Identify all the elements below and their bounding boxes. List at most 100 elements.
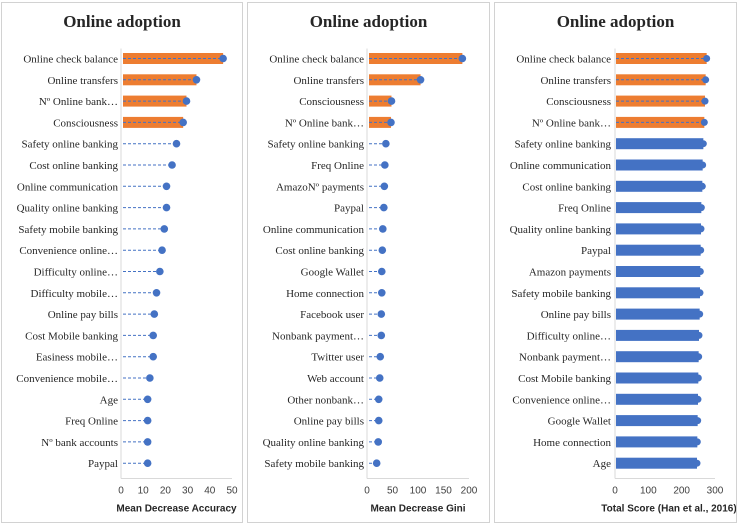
x-tick-label: 40 bbox=[204, 486, 216, 497]
category-label: Safety online banking bbox=[514, 139, 611, 151]
data-point bbox=[382, 139, 390, 148]
category-label: Home connection bbox=[533, 437, 611, 449]
category-label: Difficulty mobile… bbox=[31, 288, 118, 300]
data-point bbox=[152, 289, 161, 297]
data-point bbox=[182, 97, 191, 105]
data-point bbox=[192, 76, 201, 84]
x-axis-label: Total Score (Han et al., 2016) bbox=[601, 504, 736, 515]
bar bbox=[616, 329, 699, 341]
category-label: Online transfers bbox=[47, 75, 118, 87]
data-point bbox=[387, 118, 395, 127]
data-point bbox=[156, 267, 164, 276]
x-tick-label: 0 bbox=[118, 486, 124, 497]
x-tick-label: 100 bbox=[640, 486, 657, 497]
data-point bbox=[376, 352, 385, 361]
chart-panel-mean-decrease-accuracy: Online adoption 0 10 20 30 40 50 Mean Decrease … bbox=[1, 2, 243, 523]
data-point bbox=[374, 416, 383, 425]
category-label: Easiness mobile… bbox=[36, 352, 118, 364]
data-point bbox=[377, 289, 386, 297]
data-point bbox=[162, 203, 171, 212]
category-label: Home connection bbox=[286, 288, 364, 300]
bar bbox=[616, 180, 703, 192]
category-label: Online transfers bbox=[293, 75, 364, 87]
category-label: Quality online banking bbox=[17, 203, 119, 215]
chart-svg: Online adoption 0 100 200 300 Total Score (Ha… bbox=[510, 12, 736, 515]
data-point bbox=[374, 395, 383, 404]
category-label: Online pay bills bbox=[48, 309, 118, 321]
category-label: Consciousness bbox=[53, 117, 118, 129]
category-label: Google Wallet bbox=[301, 267, 364, 279]
category-label: Nº bank accounts bbox=[41, 437, 118, 449]
x-tick-label: 30 bbox=[182, 486, 194, 497]
category-label: Paypal bbox=[334, 203, 364, 215]
x-tick-label: 100 bbox=[410, 486, 427, 497]
category-label: Safety mobile banking bbox=[511, 288, 611, 300]
category-label: Facebook user bbox=[300, 309, 364, 321]
x-axis-label: Mean Decrease Accuracy bbox=[116, 504, 237, 515]
category-label: Freq Online bbox=[311, 160, 364, 172]
category-label: Safety online banking bbox=[21, 139, 118, 151]
bar bbox=[616, 159, 703, 171]
data-point bbox=[693, 459, 701, 467]
bar bbox=[616, 116, 705, 128]
data-point bbox=[701, 97, 709, 105]
data-point bbox=[694, 374, 702, 382]
chart-panel-mean-decrease-gini: Online adoption 0 50 100 150 200 Mean Decrease… bbox=[247, 2, 490, 523]
chart-svg: Online adoption 0 50 100 150 200 Mean Decrease… bbox=[263, 12, 478, 515]
x-axis-label: Mean Decrease Gini bbox=[370, 504, 465, 515]
category-label: Difficulty online… bbox=[527, 330, 611, 342]
bar bbox=[616, 138, 704, 150]
bar bbox=[616, 372, 699, 384]
category-label: Online communication bbox=[510, 160, 612, 172]
chart-panel-total-score: Online adoption 0 100 200 300 Total Score (Ha… bbox=[494, 2, 737, 523]
category-label: Freq Online bbox=[65, 416, 118, 428]
data-point bbox=[695, 331, 703, 339]
data-point bbox=[377, 331, 386, 340]
bar bbox=[616, 436, 698, 448]
category-label: Nº Online bank… bbox=[39, 96, 118, 108]
data-point bbox=[700, 118, 708, 126]
category-label: Online check balance bbox=[269, 54, 364, 66]
bar bbox=[616, 393, 698, 405]
data-point bbox=[162, 182, 171, 191]
data-point bbox=[696, 268, 704, 275]
data-point bbox=[693, 438, 701, 446]
data-point bbox=[380, 203, 388, 212]
chart-title: Online adoption bbox=[310, 12, 428, 31]
category-label: Online check balance bbox=[23, 54, 118, 66]
x-tick-label: 150 bbox=[435, 486, 452, 497]
bar bbox=[616, 415, 698, 427]
category-label: Online pay bills bbox=[294, 416, 364, 428]
data-point bbox=[697, 225, 705, 233]
category-label: AmazoNº payments bbox=[276, 181, 364, 193]
category-label: Consciousness bbox=[546, 96, 611, 108]
data-point bbox=[699, 140, 707, 148]
data-point bbox=[695, 353, 703, 361]
data-point bbox=[158, 246, 166, 254]
data-point bbox=[149, 352, 157, 361]
bar bbox=[616, 266, 701, 277]
data-point bbox=[143, 459, 152, 468]
category-label: Nº Online bank… bbox=[532, 117, 611, 129]
category-label: Age bbox=[593, 458, 611, 470]
category-label: Cost online banking bbox=[522, 181, 611, 193]
bar bbox=[616, 287, 700, 299]
data-point bbox=[697, 204, 705, 212]
data-point bbox=[387, 97, 396, 105]
category-label: Convenience online… bbox=[19, 245, 118, 257]
category-label: Online transfers bbox=[540, 75, 611, 87]
data-point bbox=[698, 182, 706, 190]
data-point bbox=[168, 161, 176, 169]
bar bbox=[616, 351, 699, 363]
category-label: Cost online banking bbox=[275, 245, 364, 257]
category-label: Paypal bbox=[581, 245, 611, 257]
chart-title: Online adoption bbox=[63, 12, 181, 31]
x-tick-label: 200 bbox=[673, 486, 690, 497]
bar bbox=[616, 223, 701, 235]
data-point bbox=[416, 76, 425, 84]
category-label: Freq Online bbox=[558, 203, 611, 215]
data-point bbox=[377, 310, 386, 318]
category-label: Convenience mobile… bbox=[16, 373, 118, 385]
category-label: Quality online banking bbox=[263, 437, 365, 449]
category-label: Amazon payments bbox=[529, 267, 611, 279]
